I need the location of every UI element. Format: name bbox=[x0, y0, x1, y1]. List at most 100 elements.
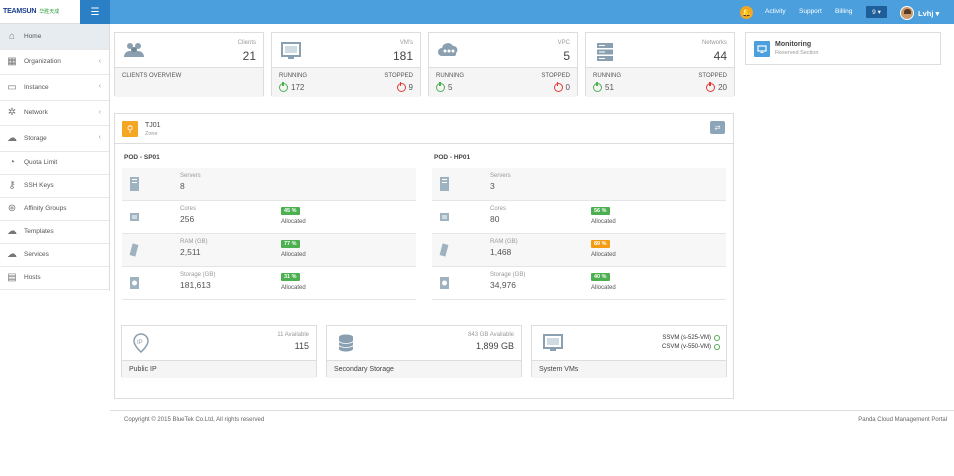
portal-name: Panda Cloud Management Portal bbox=[858, 417, 947, 423]
servers-value: 3 bbox=[490, 181, 495, 191]
support-link[interactable]: Support bbox=[799, 8, 822, 15]
monitoring-card[interactable]: Monitoring Reserved Section bbox=[745, 32, 941, 65]
secondary-storage-card[interactable]: 843 GB Available 1,899 GB Secondary Stor… bbox=[326, 325, 522, 378]
ram-percent-badge: 77 % bbox=[281, 240, 300, 248]
chevron-left-icon: ‹ bbox=[98, 57, 101, 65]
ram-value: 2,511 bbox=[180, 247, 201, 257]
allocated-label: Allocated bbox=[281, 219, 306, 225]
sidebar-item-storage[interactable]: ☁ Storage ‹ bbox=[0, 126, 109, 152]
stopped-label: STOPPED bbox=[698, 73, 727, 79]
sidebar-item-ssh-keys[interactable]: ⚷ SSH Keys bbox=[0, 175, 109, 198]
sidebar-item-label: Services bbox=[24, 251, 49, 258]
vpc-stopped: 0 bbox=[553, 82, 570, 92]
pod-row-cores: Cores 256 45 % Allocated bbox=[122, 201, 416, 234]
sidebar-item-hosts[interactable]: ▤ Hosts bbox=[0, 267, 109, 290]
networks-running: 51 bbox=[593, 82, 614, 92]
ssvm-name: SSVM (s-525-VM) bbox=[662, 335, 711, 341]
monitor-icon: ▭ bbox=[7, 81, 17, 93]
sidebar-item-label: Network bbox=[24, 109, 48, 117]
csvm-status: CSVM (v-550-VM) bbox=[662, 344, 720, 350]
sidebar-item-label: Organization bbox=[24, 58, 61, 66]
pod-sp01: POD - SP01 Servers 8 Cores 256 45 % Allo… bbox=[122, 154, 416, 300]
cpu-icon bbox=[438, 209, 451, 225]
clients-card[interactable]: Clients 21 CLIENTS OVERVIEW bbox=[114, 32, 264, 97]
networks-label: Networks bbox=[701, 40, 727, 46]
services-icon: ☁ bbox=[7, 249, 17, 260]
pod-title: POD - SP01 bbox=[124, 154, 160, 161]
storage-label: Storage (GB) bbox=[180, 272, 216, 278]
sidebar-item-label: SSH Keys bbox=[24, 182, 54, 189]
sidebar-item-home[interactable]: ⌂ Home bbox=[0, 24, 109, 50]
pod-row-ram: RAM (GB) 2,511 77 % Allocated bbox=[122, 234, 416, 267]
system-vms-card[interactable]: SSVM (s-525-VM) CSVM (v-550-VM) System V… bbox=[531, 325, 727, 378]
servers-label: Servers bbox=[180, 173, 201, 179]
cores-label: Cores bbox=[490, 206, 507, 212]
monitoring-subtitle: Reserved Section bbox=[775, 50, 819, 56]
server-icon bbox=[128, 176, 141, 192]
network-icon: ✲ bbox=[7, 107, 17, 119]
notification-count-button[interactable]: 9 ▾ bbox=[866, 6, 887, 18]
organization-icon: ▦ bbox=[7, 56, 17, 68]
vms-stopped: 9 bbox=[396, 82, 413, 92]
top-navigation-bar: TEAMSUN 华胜天成 ☰ 🔔 Activity Support Billin… bbox=[0, 0, 954, 24]
pod-row-servers: Servers 3 bbox=[432, 168, 726, 201]
ram-percent-badge: 89 % bbox=[591, 240, 610, 248]
vpc-label: VPC bbox=[557, 40, 570, 46]
system-vms-title: System VMs bbox=[532, 360, 726, 378]
cores-label: Cores bbox=[180, 206, 197, 212]
database-icon bbox=[337, 333, 357, 353]
sidebar-item-network[interactable]: ✲ Network ‹ bbox=[0, 101, 109, 126]
notification-bell-icon[interactable]: 🔔 bbox=[740, 6, 753, 19]
computer-icon bbox=[542, 333, 563, 353]
ram-label: RAM (GB) bbox=[490, 239, 518, 245]
clients-overview-link[interactable]: CLIENTS OVERVIEW bbox=[122, 73, 182, 79]
storage-value: 181,613 bbox=[180, 280, 211, 290]
server-icon bbox=[438, 176, 451, 192]
sidebar-item-quota-limit[interactable]: ◔ Quota Limit bbox=[0, 152, 109, 175]
sidebar-item-affinity-groups[interactable]: ⊛ Affinity Groups bbox=[0, 198, 109, 221]
sidebar-item-organization[interactable]: ▦ Organization ‹ bbox=[0, 50, 109, 75]
sidebar-item-instance[interactable]: ▭ Instance ‹ bbox=[0, 75, 109, 101]
activity-link[interactable]: Activity bbox=[765, 8, 786, 15]
pod-title: POD - HP01 bbox=[434, 154, 471, 161]
zone-toggle-button[interactable]: ⇄ bbox=[710, 121, 725, 134]
sidebar-item-label: Instance bbox=[24, 83, 49, 91]
vms-card[interactable]: VM's 181 RUNNING STOPPED 172 9 bbox=[271, 32, 421, 97]
pod-hp01: POD - HP01 Servers 3 Cores 80 56 % Alloc… bbox=[432, 154, 726, 300]
logo[interactable]: TEAMSUN 华胜天成 bbox=[0, 0, 80, 24]
vms-footer: RUNNING STOPPED 172 9 bbox=[272, 67, 420, 97]
sidebar-item-services[interactable]: ☁ Services bbox=[0, 244, 109, 267]
secondary-storage-title: Secondary Storage bbox=[327, 360, 521, 378]
public-ip-card[interactable]: IP 11 Available 115 Public IP bbox=[121, 325, 317, 378]
billing-link[interactable]: Billing bbox=[835, 8, 853, 15]
vms-stopped-count: 9 bbox=[408, 83, 413, 92]
avatar[interactable] bbox=[900, 6, 914, 20]
networks-count: 44 bbox=[713, 49, 727, 63]
servers-label: Servers bbox=[490, 173, 511, 179]
svg-text:IP: IP bbox=[137, 340, 143, 346]
ssvm-status: SSVM (s-525-VM) bbox=[662, 335, 720, 341]
ram-icon bbox=[438, 242, 451, 258]
menu-toggle-button[interactable]: ☰ bbox=[80, 0, 110, 24]
ram-icon bbox=[128, 242, 141, 258]
pod-row-cores: Cores 80 56 % Allocated bbox=[432, 201, 726, 234]
networks-card[interactable]: Networks 44 RUNNING STOPPED 51 20 bbox=[585, 32, 735, 97]
sidebar-item-label: Home bbox=[24, 32, 42, 40]
chevron-left-icon: ‹ bbox=[98, 134, 101, 141]
sidebar-item-label: Hosts bbox=[24, 274, 41, 281]
gauge-icon: ◔ bbox=[8, 157, 16, 168]
clients-count: 21 bbox=[242, 49, 256, 63]
power-on-icon bbox=[279, 82, 288, 92]
pod-row-storage: Storage (GB) 34,976 40 % Allocated bbox=[432, 267, 726, 300]
storage-percent-badge: 31 % bbox=[281, 273, 300, 281]
power-on-icon bbox=[593, 82, 602, 92]
user-menu[interactable]: Lvhj ▾ bbox=[918, 9, 940, 18]
affinity-icon: ⊛ bbox=[7, 203, 17, 214]
sidebar-item-templates[interactable]: ☁ Templates bbox=[0, 221, 109, 244]
vpc-card[interactable]: VPC 5 RUNNING STOPPED 5 0 bbox=[428, 32, 578, 97]
location-pin-icon: ⚲ bbox=[122, 121, 138, 137]
power-off-icon bbox=[553, 82, 563, 92]
storage-label: Storage (GB) bbox=[490, 272, 526, 278]
cores-percent-badge: 45 % bbox=[281, 207, 300, 215]
key-icon: ⚷ bbox=[8, 180, 16, 191]
